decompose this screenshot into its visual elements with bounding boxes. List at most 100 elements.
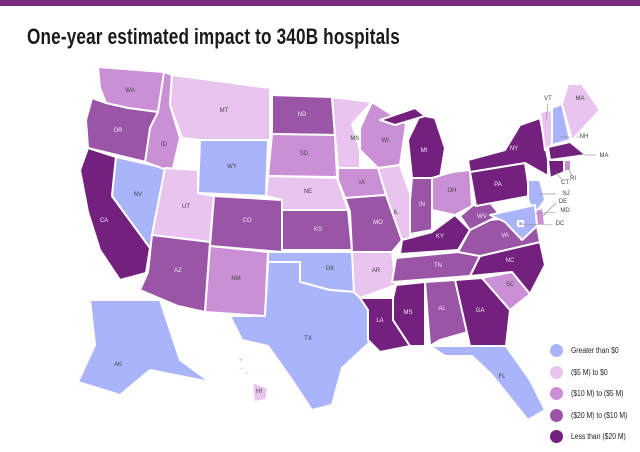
state-label: GA — [476, 308, 485, 314]
state-label: IA — [359, 180, 365, 186]
state-shape[interactable] — [551, 103, 571, 146]
state-label: IN — [419, 202, 425, 208]
state-shape[interactable] — [251, 381, 269, 403]
state-hi[interactable]: HI — [195, 349, 269, 403]
state-dc[interactable]: DC — [517, 220, 565, 227]
state-shape[interactable] — [561, 83, 601, 141]
state-shape[interactable] — [139, 234, 211, 313]
state-az[interactable]: AZ — [139, 234, 211, 313]
state-label: UT — [182, 204, 190, 210]
state-label: NM — [231, 276, 240, 282]
state-label: DC — [556, 221, 565, 227]
state-ar[interactable]: AR — [351, 251, 397, 299]
state-label: CT — [561, 180, 569, 186]
state-shape[interactable] — [409, 177, 433, 235]
state-mn[interactable]: MN — [331, 96, 373, 169]
state-label: MT — [220, 108, 229, 114]
legend-label: ($5 M) to $0 — [571, 367, 608, 377]
state-label: CO — [243, 218, 252, 224]
state-label: VT — [544, 96, 552, 102]
state-label: TX — [304, 336, 312, 342]
state-shape[interactable] — [195, 349, 201, 357]
state-label: NC — [506, 258, 515, 264]
state-label: NV — [134, 192, 142, 198]
state-nm[interactable]: NM — [204, 245, 269, 317]
leader-line — [533, 211, 557, 215]
state-label: KS — [314, 227, 322, 233]
state-in[interactable]: IN — [409, 177, 433, 235]
state-shape[interactable] — [331, 96, 373, 169]
leader-line — [545, 103, 549, 121]
state-tn[interactable]: TN — [391, 251, 481, 283]
state-oh[interactable]: OH — [431, 169, 473, 216]
state-label: OR — [114, 128, 124, 134]
state-al[interactable]: AL — [424, 279, 469, 347]
state-label: WV — [477, 214, 487, 220]
state-shape[interactable] — [563, 159, 572, 173]
state-shape[interactable] — [77, 299, 211, 396]
state-shape[interactable] — [229, 261, 371, 411]
state-shape[interactable] — [209, 195, 283, 253]
state-nh[interactable]: NH — [551, 103, 589, 146]
state-co[interactable]: CO — [209, 195, 283, 253]
state-label: AL — [438, 306, 446, 312]
state-label: WY — [227, 164, 237, 170]
legend-item-5to0: ($5 M) to $0 — [550, 362, 637, 384]
state-label: OK — [326, 266, 335, 272]
state-ma[interactable]: MA — [547, 141, 609, 161]
state-sd[interactable]: SD — [267, 133, 338, 178]
state-me[interactable]: MA — [561, 83, 601, 141]
state-nd[interactable]: ND — [271, 94, 336, 136]
state-ri[interactable]: RI — [563, 159, 576, 182]
state-shape[interactable] — [489, 204, 538, 241]
legend-swatch — [550, 344, 563, 358]
state-shape[interactable] — [359, 101, 407, 169]
state-shape[interactable] — [351, 251, 397, 299]
state-shape[interactable] — [547, 159, 565, 179]
state-label: VA — [501, 233, 509, 239]
page-title: One-year estimated impact to 340B hospit… — [27, 24, 400, 49]
legend-label: ($20 M) to ($10 M) — [571, 410, 628, 420]
state-label: RI — [570, 176, 576, 182]
state-label: MD — [560, 208, 570, 214]
state-label: WA — [125, 88, 134, 94]
state-md[interactable]: MD — [489, 204, 570, 241]
legend-swatch — [550, 387, 563, 401]
legend-label: ($10 M) to ($5 M) — [571, 389, 624, 399]
state-label: NE — [304, 189, 312, 195]
state-label: KY — [436, 234, 444, 240]
leader-line — [519, 223, 553, 226]
leader-line — [567, 167, 573, 177]
state-shape[interactable] — [547, 141, 587, 161]
state-label: ID — [161, 142, 168, 148]
state-label: MS — [404, 310, 413, 316]
state-label: HI — [256, 389, 262, 395]
state-shape[interactable] — [517, 220, 524, 227]
state-mi[interactable]: MI — [379, 107, 446, 179]
state-shape[interactable] — [429, 345, 546, 421]
state-shape[interactable] — [213, 351, 221, 356]
state-mt[interactable]: MT — [169, 74, 271, 141]
legend-swatch — [550, 430, 563, 444]
state-ks[interactable]: KS — [281, 209, 353, 251]
state-shape[interactable] — [235, 355, 245, 365]
legend-label: Greater than $0 — [571, 346, 619, 356]
state-wy[interactable]: WY — [197, 139, 269, 197]
state-label: NH — [580, 134, 589, 140]
state-label: MA — [576, 96, 585, 102]
state-tx[interactable]: TX — [229, 261, 371, 411]
state-shape[interactable] — [379, 107, 426, 126]
state-fl[interactable]: FL — [429, 345, 546, 421]
state-shape[interactable] — [424, 279, 469, 347]
state-label: WI — [381, 138, 389, 144]
state-label: PA — [494, 182, 502, 188]
state-shape[interactable] — [241, 369, 251, 377]
state-wi[interactable]: WI — [359, 101, 407, 169]
state-label: SD — [300, 151, 309, 157]
state-label: AZ — [174, 268, 182, 274]
state-shape[interactable] — [407, 114, 446, 179]
state-label: MA — [600, 153, 609, 159]
state-ak[interactable]: AK — [77, 299, 211, 396]
state-label: MN — [350, 136, 359, 142]
